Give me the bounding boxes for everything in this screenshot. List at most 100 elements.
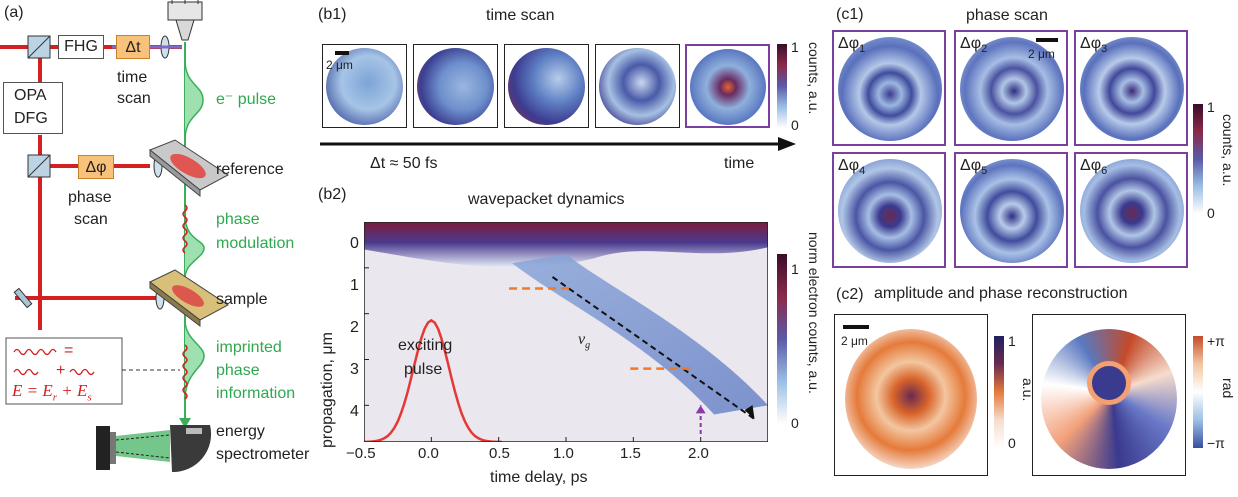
time-frame-5 <box>685 44 770 128</box>
b2-xtick-3: 1.0 <box>553 445 574 462</box>
amplitude-frame: 2 μm <box>834 314 988 476</box>
b1-title: time scan <box>486 7 555 24</box>
group-velocity-line <box>551 276 756 420</box>
panel-label-a: (a) <box>4 4 24 21</box>
b2-xtick-5: 2.0 <box>688 445 709 462</box>
opa-label: OPA <box>14 87 47 104</box>
phase-frame-3: Δφ3 <box>1074 30 1188 146</box>
reference-label: reference <box>216 161 284 178</box>
b2-title: wavepacket dynamics <box>468 191 625 208</box>
b2-ytick-0: 0 <box>350 235 359 252</box>
energy-label-1: energy <box>216 423 265 440</box>
phase-colorbar <box>1193 336 1203 448</box>
phase-label-6: Δφ6 <box>1080 157 1108 178</box>
phase-label-2: Δφ2 <box>960 35 988 56</box>
exciting-label-1: exciting <box>398 337 453 354</box>
phase-frame-4: Δφ4 <box>832 152 946 268</box>
phase-label-4: Δφ4 <box>838 157 866 178</box>
c1-cb-top: 1 <box>1207 99 1215 115</box>
b2-colorbar <box>777 254 787 424</box>
time-delay-box: Δt <box>116 35 150 59</box>
b1-cb-top: 1 <box>791 39 799 55</box>
phase-image-6 <box>1080 159 1184 263</box>
phase-cb-label: rad <box>1220 378 1236 399</box>
exciting-label-2: pulse <box>404 361 443 378</box>
b1-scale-label: 2 μm <box>326 58 353 72</box>
field-equation: E = Er + Es <box>12 381 92 404</box>
b2-cb-top: 1 <box>791 261 799 277</box>
time-frame-3 <box>504 44 589 128</box>
b2-xtick-4: 1.5 <box>620 445 641 462</box>
b2-cb-label: norm electron counts, a.u. <box>806 232 822 394</box>
c1-cb-bottom: 0 <box>1207 205 1215 221</box>
c1-title: phase scan <box>966 7 1048 24</box>
b2-xtick-0: −0.5 <box>346 445 376 462</box>
phase-frame <box>1032 314 1186 476</box>
phase-frame-6: Δφ6 <box>1074 152 1188 268</box>
amp-cb-top: 1 <box>1008 333 1016 349</box>
time-label: time <box>724 155 755 172</box>
wave-plus: + <box>56 362 66 379</box>
phase-frame-2: Δφ2 2 μm <box>954 30 1068 146</box>
time-marker-arrowhead <box>695 405 706 414</box>
imprinted-label-1: imprinted <box>216 339 282 356</box>
phase-image-1 <box>838 37 942 141</box>
b2-ytick-4: 4 <box>350 403 359 420</box>
panel-label-b1: (b1) <box>318 6 347 23</box>
energy-label-2: spectrometer <box>216 446 310 463</box>
phase-cb-bottom: −π <box>1207 435 1225 451</box>
phase-delay-box: Δφ <box>78 155 114 179</box>
wavepacket-heatmap <box>364 222 768 442</box>
phase-scan-label-2: scan <box>74 211 108 228</box>
b2-xtick-1: 0.0 <box>418 445 439 462</box>
phase-scan-label-1: phase <box>68 189 112 206</box>
phase-label-5: Δφ5 <box>960 157 988 178</box>
b2-xtick-2: 0.5 <box>489 445 510 462</box>
c1-colorbar <box>1193 104 1203 214</box>
exciting-pulse-curve <box>364 318 503 442</box>
c2-title: amplitude and phase reconstruction <box>874 285 1128 302</box>
phase-image-3 <box>1080 37 1184 141</box>
phase-frame-5: Δφ5 <box>954 152 1068 268</box>
b2-ytick-3: 3 <box>350 361 359 378</box>
time-frame-1: 2 μm <box>322 44 407 128</box>
b2-ytick-1: 1 <box>350 277 359 294</box>
panel-label-b2: (b2) <box>318 186 347 203</box>
b1-colorbar <box>777 44 787 128</box>
wave-equals: = <box>64 342 74 359</box>
sample-label: sample <box>216 291 268 308</box>
b2-xlabel: time delay, ps <box>490 469 588 486</box>
phase-image-4 <box>838 159 942 263</box>
time-scan-label-2: scan <box>117 90 151 107</box>
phase-frame-1: Δφ1 <box>832 30 946 146</box>
dt-label: Δt ≈ 50 fs <box>370 155 438 172</box>
c2-scale-label: 2 μm <box>841 334 868 348</box>
heatmap-top-band <box>364 222 768 268</box>
amplitude-colorbar <box>994 336 1004 448</box>
group-velocity-arrowhead <box>744 405 755 420</box>
imprinted-label-2: phase <box>216 362 260 379</box>
phase-modulation-label-1: phase <box>216 211 260 228</box>
opa-dfg-box <box>3 82 63 134</box>
dfg-label: DFG <box>14 110 48 127</box>
b2-cb-bottom: 0 <box>791 415 799 431</box>
phase-image-5 <box>960 159 1064 263</box>
phase-cb-top: +π <box>1207 333 1225 349</box>
time-arrow <box>320 137 796 151</box>
panel-label-c1: (c1) <box>836 6 864 23</box>
phase-label-1: Δφ1 <box>838 35 866 56</box>
b1-cb-label: counts, a.u. <box>806 42 822 115</box>
c1-scale-label: 2 μm <box>1028 47 1055 61</box>
c1-scale-bar <box>1036 38 1058 42</box>
fhg-box: FHG <box>58 35 104 59</box>
amp-cb-bottom: 0 <box>1008 435 1016 451</box>
electron-pulse-label: e⁻ pulse <box>216 91 277 108</box>
b1-cb-bottom: 0 <box>791 117 799 133</box>
time-frame-2 <box>413 44 498 128</box>
panel-label-c2: (c2) <box>836 286 864 303</box>
time-scan-label-1: time <box>117 69 148 86</box>
b2-ytick-2: 2 <box>350 319 359 336</box>
vg-label: vg <box>578 331 591 352</box>
time-frame-4 <box>595 44 680 128</box>
phase-image-2 <box>960 37 1064 141</box>
